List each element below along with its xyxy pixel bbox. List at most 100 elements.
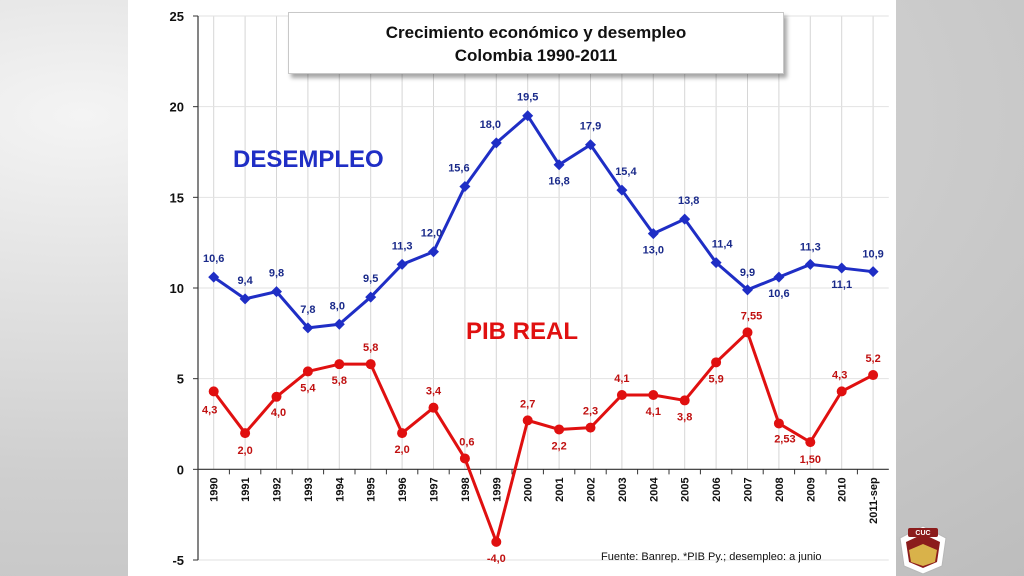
data-label: 18,0 [480, 119, 501, 131]
data-label: 3,8 [677, 411, 692, 423]
series-pib-real: 4,3 2,0 4,0 5,4 5,8 5,8 2,0 3,4 0,6 -4,0 2,7 2,2 2,3… [202, 310, 881, 564]
x-tick-label: 1998 [460, 477, 472, 501]
data-label: 10,6 [203, 253, 224, 265]
x-axis-ticks: 1990 1991 1992 1993 1994 1995 1996 1997 1998 1999… [197, 469, 880, 524]
data-label: 5,8 [332, 375, 347, 387]
x-tick-label: 2004 [648, 476, 660, 501]
data-label: 9,4 [237, 275, 253, 287]
data-point [396, 258, 408, 270]
data-point [805, 437, 816, 448]
cuc-logo: CUC [899, 525, 947, 575]
data-label: 13,8 [678, 195, 699, 207]
x-tick-label: 1991 [240, 477, 252, 501]
data-point [490, 137, 502, 149]
data-point [585, 139, 596, 151]
data-point [554, 424, 565, 435]
data-point [647, 228, 659, 240]
data-point [333, 318, 345, 330]
data-label: 4,0 [271, 407, 286, 419]
data-point [616, 389, 627, 400]
data-label: 9,5 [363, 273, 378, 285]
data-label: 2,0 [394, 444, 409, 456]
data-label: 4,3 [832, 369, 847, 381]
data-point [522, 110, 534, 122]
data-point [302, 322, 314, 334]
data-point [208, 271, 220, 283]
chart-title-box: Crecimiento económico y desempleo Colomb… [288, 12, 784, 74]
data-label: 10,6 [768, 288, 789, 300]
data-point [271, 391, 282, 402]
data-point [271, 286, 282, 298]
x-tick-label: 1997 [429, 477, 441, 501]
x-tick-label: 1996 [397, 477, 409, 501]
data-point [365, 291, 377, 303]
x-tick-label: 2001 [554, 477, 566, 501]
data-label: 11,3 [800, 241, 821, 253]
x-tick-label: 1990 [209, 477, 221, 501]
data-label: 12,0 [421, 228, 442, 240]
y-tick-label: -5 [172, 553, 184, 568]
x-tick-label: 2009 [805, 477, 817, 501]
x-tick-label: 2008 [774, 477, 786, 501]
data-label: 5,4 [300, 382, 316, 394]
x-tick-label: 1995 [366, 477, 378, 501]
source-note: Fuente: Banrep. *PIB Py.; desempleo: a j… [601, 551, 822, 563]
x-tick-label: 2000 [523, 477, 535, 501]
data-point [679, 395, 690, 406]
data-point [491, 536, 502, 547]
data-point [836, 386, 847, 397]
data-point [773, 418, 784, 429]
data-point [459, 453, 470, 464]
data-point [804, 258, 816, 270]
data-point [616, 184, 628, 196]
series-line [212, 330, 874, 544]
y-tick-label: 10 [170, 281, 184, 296]
x-tick-label: 2010 [837, 477, 849, 501]
data-label: -4,0 [487, 553, 506, 565]
y-tick-label: 5 [177, 372, 184, 387]
data-point [585, 422, 596, 433]
data-point [522, 415, 533, 426]
x-tick-label: 2002 [586, 477, 598, 501]
data-point [742, 327, 753, 338]
data-label: 13,0 [643, 245, 664, 257]
series-label-pib-real: PIB REAL [466, 318, 579, 345]
data-point [710, 257, 722, 269]
data-point [868, 370, 879, 381]
data-point [428, 402, 439, 413]
data-label: 15,6 [448, 162, 469, 174]
x-tick-label: 1993 [303, 477, 315, 501]
x-tick-label: 1992 [272, 477, 284, 501]
y-tick-label: 15 [170, 190, 184, 205]
series-line [212, 114, 874, 330]
data-label: 1,50 [800, 454, 821, 466]
data-point [459, 180, 471, 192]
series-label-desempleo: DESEMPLEO [233, 146, 384, 173]
data-label: 9,9 [740, 267, 755, 279]
data-label: 11,3 [392, 240, 413, 252]
data-point [867, 266, 879, 278]
data-label: 5,9 [708, 373, 723, 385]
data-label: 5,2 [865, 353, 880, 365]
data-label: 2,0 [237, 445, 252, 457]
data-label: 2,53 [774, 433, 795, 445]
series-desempleo: 10,6 9,4 9,8 7,8 8,0 9,5 11,3 12,0 15,6 18,0 19,5 1… [203, 92, 884, 334]
data-point [239, 293, 251, 305]
data-label: 2,7 [520, 398, 535, 410]
data-point [773, 271, 785, 283]
data-point [365, 359, 376, 370]
data-label: 16,8 [548, 176, 569, 188]
data-point [428, 246, 439, 258]
x-tick-label: 2011-sep [868, 477, 880, 524]
data-label: 19,5 [517, 92, 538, 104]
data-point [397, 428, 408, 439]
data-point [742, 284, 753, 296]
y-tick-label: 0 [177, 462, 184, 477]
data-label: 5,8 [363, 342, 378, 354]
chart-subtitle: Colombia 1990-2011 [454, 46, 618, 65]
data-label: 7,8 [300, 304, 315, 316]
data-label: 11,4 [712, 239, 734, 251]
x-tick-label: 2003 [617, 477, 629, 501]
y-axis-ticks: -5 0 5 10 15 20 25 [170, 9, 198, 568]
data-label: 10,9 [862, 249, 883, 261]
